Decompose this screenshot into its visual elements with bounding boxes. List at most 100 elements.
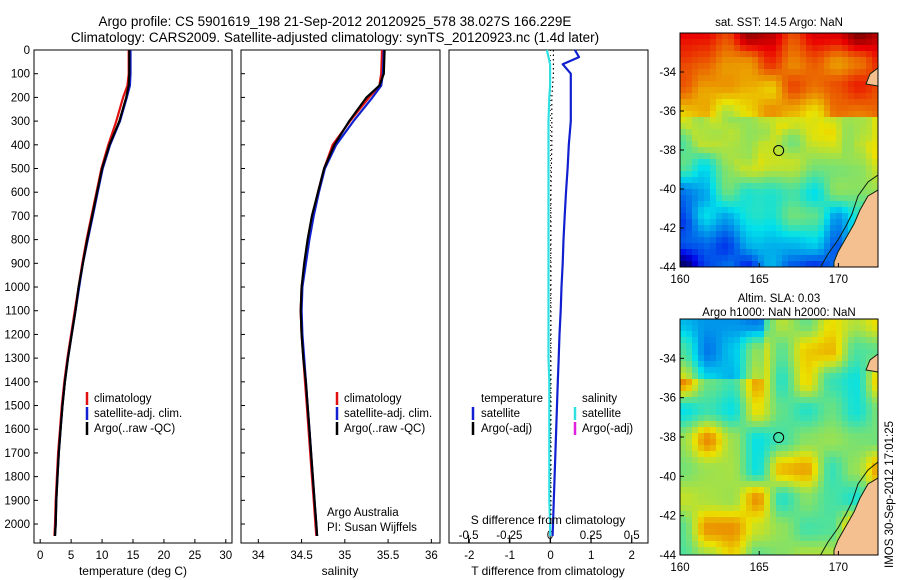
map-cell — [722, 337, 729, 344]
map-cell — [746, 547, 753, 554]
map-cell — [836, 201, 843, 208]
x-tick-label: 25 — [188, 550, 201, 562]
map-cell — [806, 33, 813, 40]
map-cell — [824, 177, 831, 184]
map-cell — [680, 403, 687, 410]
map-cell — [866, 427, 873, 434]
map-cell — [698, 171, 705, 178]
map-cell — [836, 57, 843, 64]
map-cell — [818, 261, 825, 267]
map-cell — [764, 541, 771, 548]
map-cell — [734, 397, 741, 404]
map-cell — [842, 349, 849, 356]
map-cell — [782, 349, 789, 356]
map-cell — [836, 481, 843, 488]
map-cell — [848, 75, 855, 82]
map-cell — [782, 171, 789, 178]
map-cell — [716, 493, 723, 500]
map-cell — [728, 481, 735, 488]
map-cell — [722, 433, 729, 440]
map-cell — [830, 553, 837, 555]
map-cell — [782, 165, 789, 172]
map-cell — [728, 171, 735, 178]
map-cell — [710, 183, 717, 190]
map-cell — [764, 183, 771, 190]
map-cell — [776, 195, 783, 202]
map-cell — [728, 475, 735, 482]
salinity-panel: 34 34.5 35 35.5 36 climatology satellite-adj… — [240, 49, 441, 578]
map-cell — [764, 481, 771, 488]
map-cell — [680, 535, 687, 542]
map-cell — [842, 331, 849, 338]
map-cell — [842, 135, 849, 142]
map-cell — [746, 439, 753, 446]
map-cell — [764, 33, 771, 40]
map-cell — [794, 511, 801, 518]
map-cell — [704, 57, 711, 64]
map-cell — [704, 105, 711, 112]
map-cell — [824, 153, 831, 160]
map-cell — [770, 319, 777, 326]
map-cell — [770, 415, 777, 422]
map-cell — [788, 87, 795, 94]
map-cell — [842, 481, 849, 488]
map-cell — [836, 195, 843, 202]
map-cell — [710, 129, 717, 136]
map-cell — [788, 361, 795, 368]
x-tick-label: 34 — [252, 550, 265, 562]
map-cell — [824, 493, 831, 500]
map-cell — [848, 33, 855, 40]
map-cell — [722, 493, 729, 500]
series-line-argo-raw-qc- — [53, 50, 131, 536]
map-cell — [746, 39, 753, 46]
map-cell — [770, 403, 777, 410]
map-cell — [812, 373, 819, 380]
y-tick-label: -36 — [659, 106, 676, 118]
temperature-panel: 0100200300400500600700800900100011001200… — [4, 45, 233, 578]
map-cell — [710, 117, 717, 124]
map-cell — [716, 469, 723, 476]
map-cell — [776, 397, 783, 404]
map-cell — [722, 129, 729, 136]
map-cell — [740, 207, 747, 214]
map-cell — [770, 433, 777, 440]
legend-title-temperature: temperature — [481, 393, 543, 405]
map-cell — [710, 541, 717, 548]
map-cell — [698, 547, 705, 554]
map-cell — [782, 463, 789, 470]
map-cell — [686, 505, 693, 512]
map-cell — [872, 165, 878, 172]
map-cell — [854, 439, 861, 446]
map-cell — [698, 63, 705, 70]
map-cell — [734, 493, 741, 500]
map-cell — [764, 159, 771, 166]
map-cell — [692, 397, 699, 404]
map-cell — [848, 331, 855, 338]
map-cell — [704, 499, 711, 506]
map-cell — [728, 195, 735, 202]
map-cell — [800, 337, 807, 344]
map-cell — [866, 141, 873, 148]
map-cell — [710, 517, 717, 524]
map-cell — [698, 141, 705, 148]
map-cell — [842, 445, 849, 452]
map-cell — [758, 219, 765, 226]
map-cell — [854, 183, 861, 190]
map-cell — [710, 123, 717, 130]
map-cell — [830, 69, 837, 76]
y-tick-label: 0 — [24, 45, 30, 57]
map-cell — [872, 427, 878, 434]
map-cell — [854, 319, 861, 326]
map-cell — [782, 373, 789, 380]
map-cell — [806, 231, 813, 238]
map-cell — [752, 469, 759, 476]
map-cell — [728, 159, 735, 166]
map-cell — [824, 219, 831, 226]
map-cell — [752, 99, 759, 106]
map-cell — [824, 547, 831, 554]
map-cell — [704, 63, 711, 70]
map-cell — [860, 433, 867, 440]
map-cell — [722, 373, 729, 380]
map-cell — [686, 87, 693, 94]
map-cell — [776, 87, 783, 94]
